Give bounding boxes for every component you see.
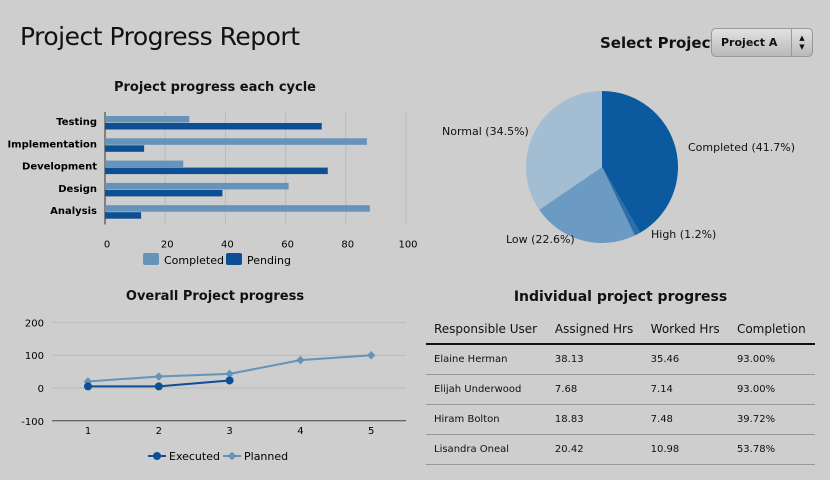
point-planned (366, 350, 376, 360)
table-row: Lisandra Oneal 20.42 10.98 53.78% (426, 434, 815, 465)
pie-slice-normal (526, 91, 602, 210)
bar-completed (105, 182, 289, 190)
x-tick-label: 80 (341, 240, 354, 251)
y-tick-label: 0 (38, 384, 44, 395)
x-tick-label: 60 (281, 240, 294, 251)
table-cell: 39.72% (728, 404, 815, 435)
legend-label: Pending (247, 254, 291, 267)
x-tick-label: 5 (368, 426, 374, 437)
table-cell: 93.00% (728, 344, 815, 375)
legend-marker (227, 451, 237, 461)
selected-project: Project A (721, 36, 778, 49)
x-tick-label: 1 (85, 426, 91, 437)
pie-label-low: Low (22.6%) (506, 233, 575, 246)
table-cell: Elijah Underwood (426, 374, 547, 405)
y-tick-label: -100 (21, 417, 44, 428)
bar-chart: 0 20 40 60 80 100 Testing Implementation Develop… (7, 112, 418, 267)
bar-pending (105, 167, 328, 175)
bar-pending (105, 189, 223, 197)
legend-label: Executed (169, 450, 220, 463)
table-cell: Lisandra Oneal (426, 434, 547, 465)
x-tick-label: 0 (104, 240, 110, 251)
pie-label-normal: Normal (34.5%) (442, 125, 529, 138)
table-cell: Hiram Bolton (426, 404, 547, 435)
column-header: Completion (728, 315, 815, 345)
category-label: Development (22, 162, 97, 173)
point-executed (225, 376, 234, 385)
table-cell: Elaine Herman (426, 344, 547, 375)
category-label: Implementation (7, 139, 97, 150)
bar-chart-title: Project progress each cycle (113, 80, 316, 95)
table-cell: 53.78% (728, 434, 815, 465)
x-tick-label: 4 (297, 426, 303, 437)
point-executed (84, 382, 92, 391)
legend-swatch-completed (143, 253, 159, 265)
y-tick-label: 100 (25, 351, 44, 362)
column-header: Assigned Hrs (546, 315, 643, 345)
legend-swatch-pending (226, 253, 242, 265)
progress-table: Responsible User Assigned Hrs Worked Hrs Co… (426, 315, 815, 465)
column-header: Responsible User (426, 315, 547, 345)
x-tick-label: 100 (398, 240, 417, 251)
x-tick-label: 20 (161, 240, 174, 251)
category-label: Design (58, 184, 97, 195)
legend-label: Completed (164, 254, 224, 267)
page-title: Project Progress Report (20, 22, 300, 51)
point-executed (154, 382, 163, 391)
bar-completed (105, 138, 367, 145)
pie-slice-high (602, 167, 640, 236)
pie-label-completed: Completed (41.7%) (688, 141, 796, 154)
bar-completed (105, 205, 370, 212)
bar-pending (105, 145, 145, 152)
point-planned (154, 372, 164, 381)
project-select[interactable]: Project A ▲ ▼ (711, 28, 813, 57)
y-tick-label: 200 (25, 318, 44, 329)
x-tick-label: 3 (226, 426, 232, 437)
bar-pending (105, 212, 142, 219)
table-title: Individual project progress (513, 289, 728, 305)
table-row: Elaine Herman 38.13 35.46 93.00% (426, 344, 815, 375)
pie-chart: Completed (41.7%) High (1.2%) Low (22.6%… (420, 80, 830, 280)
pie-label-high: High (1.2%) (651, 228, 717, 241)
select-project-label: Select Project: (600, 34, 724, 52)
pie-slice-low (539, 167, 635, 243)
updown-arrows-icon: ▲ ▼ (791, 29, 812, 56)
column-header: Worked Hrs (642, 315, 729, 345)
category-label: Analysis (50, 206, 97, 217)
legend-marker (153, 452, 161, 460)
line-chart-title: Overall Project progress (125, 289, 305, 304)
table-cell: 10.98 (642, 434, 729, 465)
table-cell: 20.42 (546, 434, 643, 465)
table-cell: 7.14 (642, 374, 729, 405)
table-cell: 35.46 (642, 344, 729, 375)
table-cell: 93.00% (728, 374, 815, 405)
pie-slice-completed (602, 91, 678, 233)
category-label: Testing (56, 117, 97, 128)
table-cell: 38.13 (546, 344, 643, 375)
table-cell: 18.83 (546, 404, 643, 435)
table-row: Hiram Bolton 18.83 7.48 39.72% (426, 404, 815, 435)
table-header-row: Responsible User Assigned Hrs Worked Hrs Co… (426, 315, 815, 345)
bar-completed (105, 160, 184, 168)
table-cell: 7.68 (546, 374, 643, 405)
bar-completed (105, 116, 190, 123)
legend-label: Planned (244, 450, 288, 463)
x-tick-label: 2 (156, 426, 162, 437)
line-chart: 200 100 0 -100 1 2 3 4 5 Executed Planned (21, 318, 406, 463)
x-tick-label: 40 (221, 240, 234, 251)
table-row: Elijah Underwood 7.68 7.14 93.00% (426, 374, 815, 405)
table-cell: 7.48 (642, 404, 729, 435)
point-planned (296, 355, 305, 365)
bar-pending (105, 123, 322, 130)
